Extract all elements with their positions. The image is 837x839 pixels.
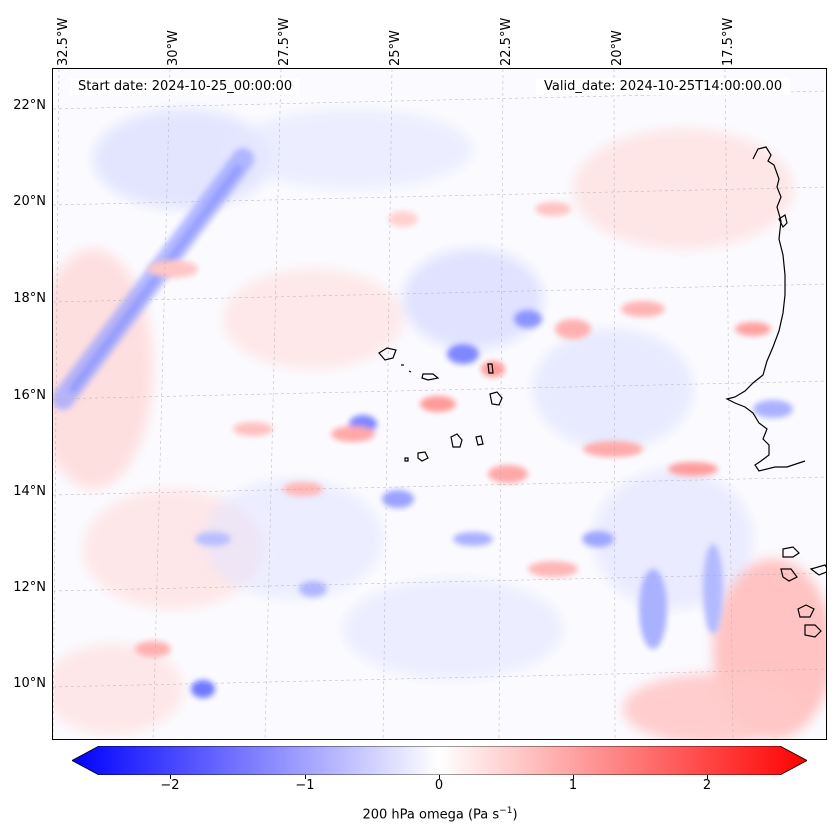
lon-tick-label: 32.5°W <box>56 17 71 66</box>
colorbar-tick-label: −2 <box>160 778 180 793</box>
lon-tick-label: 20°W <box>610 30 625 66</box>
colorbar-tick-label: −1 <box>295 778 315 793</box>
african-coastline <box>725 146 826 638</box>
lat-tick-label: 16°N <box>13 388 46 403</box>
map-panel <box>52 68 827 740</box>
colorbar-tick-label: 0 <box>434 778 444 793</box>
colorbar <box>71 745 808 776</box>
lat-tick-label: 20°N <box>13 194 46 209</box>
colorbar-gradient <box>71 745 808 776</box>
lon-tick-label: 22.5°W <box>499 17 514 66</box>
colorbar-tickmark <box>170 775 171 779</box>
colorbar-label-suffix: ) <box>512 807 518 823</box>
lon-tick-label: 30°W <box>166 30 181 66</box>
lat-tick-label: 12°N <box>13 580 46 595</box>
colorbar-tick-label: 1 <box>568 778 578 793</box>
colorbar-svg <box>71 745 808 776</box>
colorbar-label-exponent: −1 <box>499 806 513 816</box>
lon-tick-label: 17.5°W <box>721 17 736 66</box>
colorbar-tickmark <box>573 775 574 779</box>
lat-tick-label: 18°N <box>13 291 46 306</box>
omega-shading-streak <box>53 148 254 410</box>
lat-tick-label: 14°N <box>13 484 46 499</box>
lat-tick-label: 22°N <box>13 98 46 113</box>
colorbar-tickmark <box>707 775 708 779</box>
colorbar-tickmark <box>305 775 306 779</box>
colorbar-tick-label: 2 <box>702 778 712 793</box>
lon-tick-label: 25°W <box>388 30 403 66</box>
map-gridlines <box>53 69 826 739</box>
lat-tick-label: 10°N <box>13 676 46 691</box>
cape-verde-islands <box>378 347 503 462</box>
start-date-label: Start date: 2024-10-25_00:00:00 <box>70 78 301 95</box>
omega-field-map <box>53 69 826 739</box>
omega-shading-cells <box>135 202 793 698</box>
lon-tick-label: 27.5°W <box>277 17 292 66</box>
colorbar-label-prefix: 200 hPa omega (Pa s <box>362 807 500 823</box>
colorbar-label: 200 hPa omega (Pa s−1) <box>0 806 837 822</box>
valid-date-label: Valid_date: 2024-10-25T14:00:00.00 <box>536 78 791 95</box>
colorbar-tickmark <box>439 775 440 779</box>
